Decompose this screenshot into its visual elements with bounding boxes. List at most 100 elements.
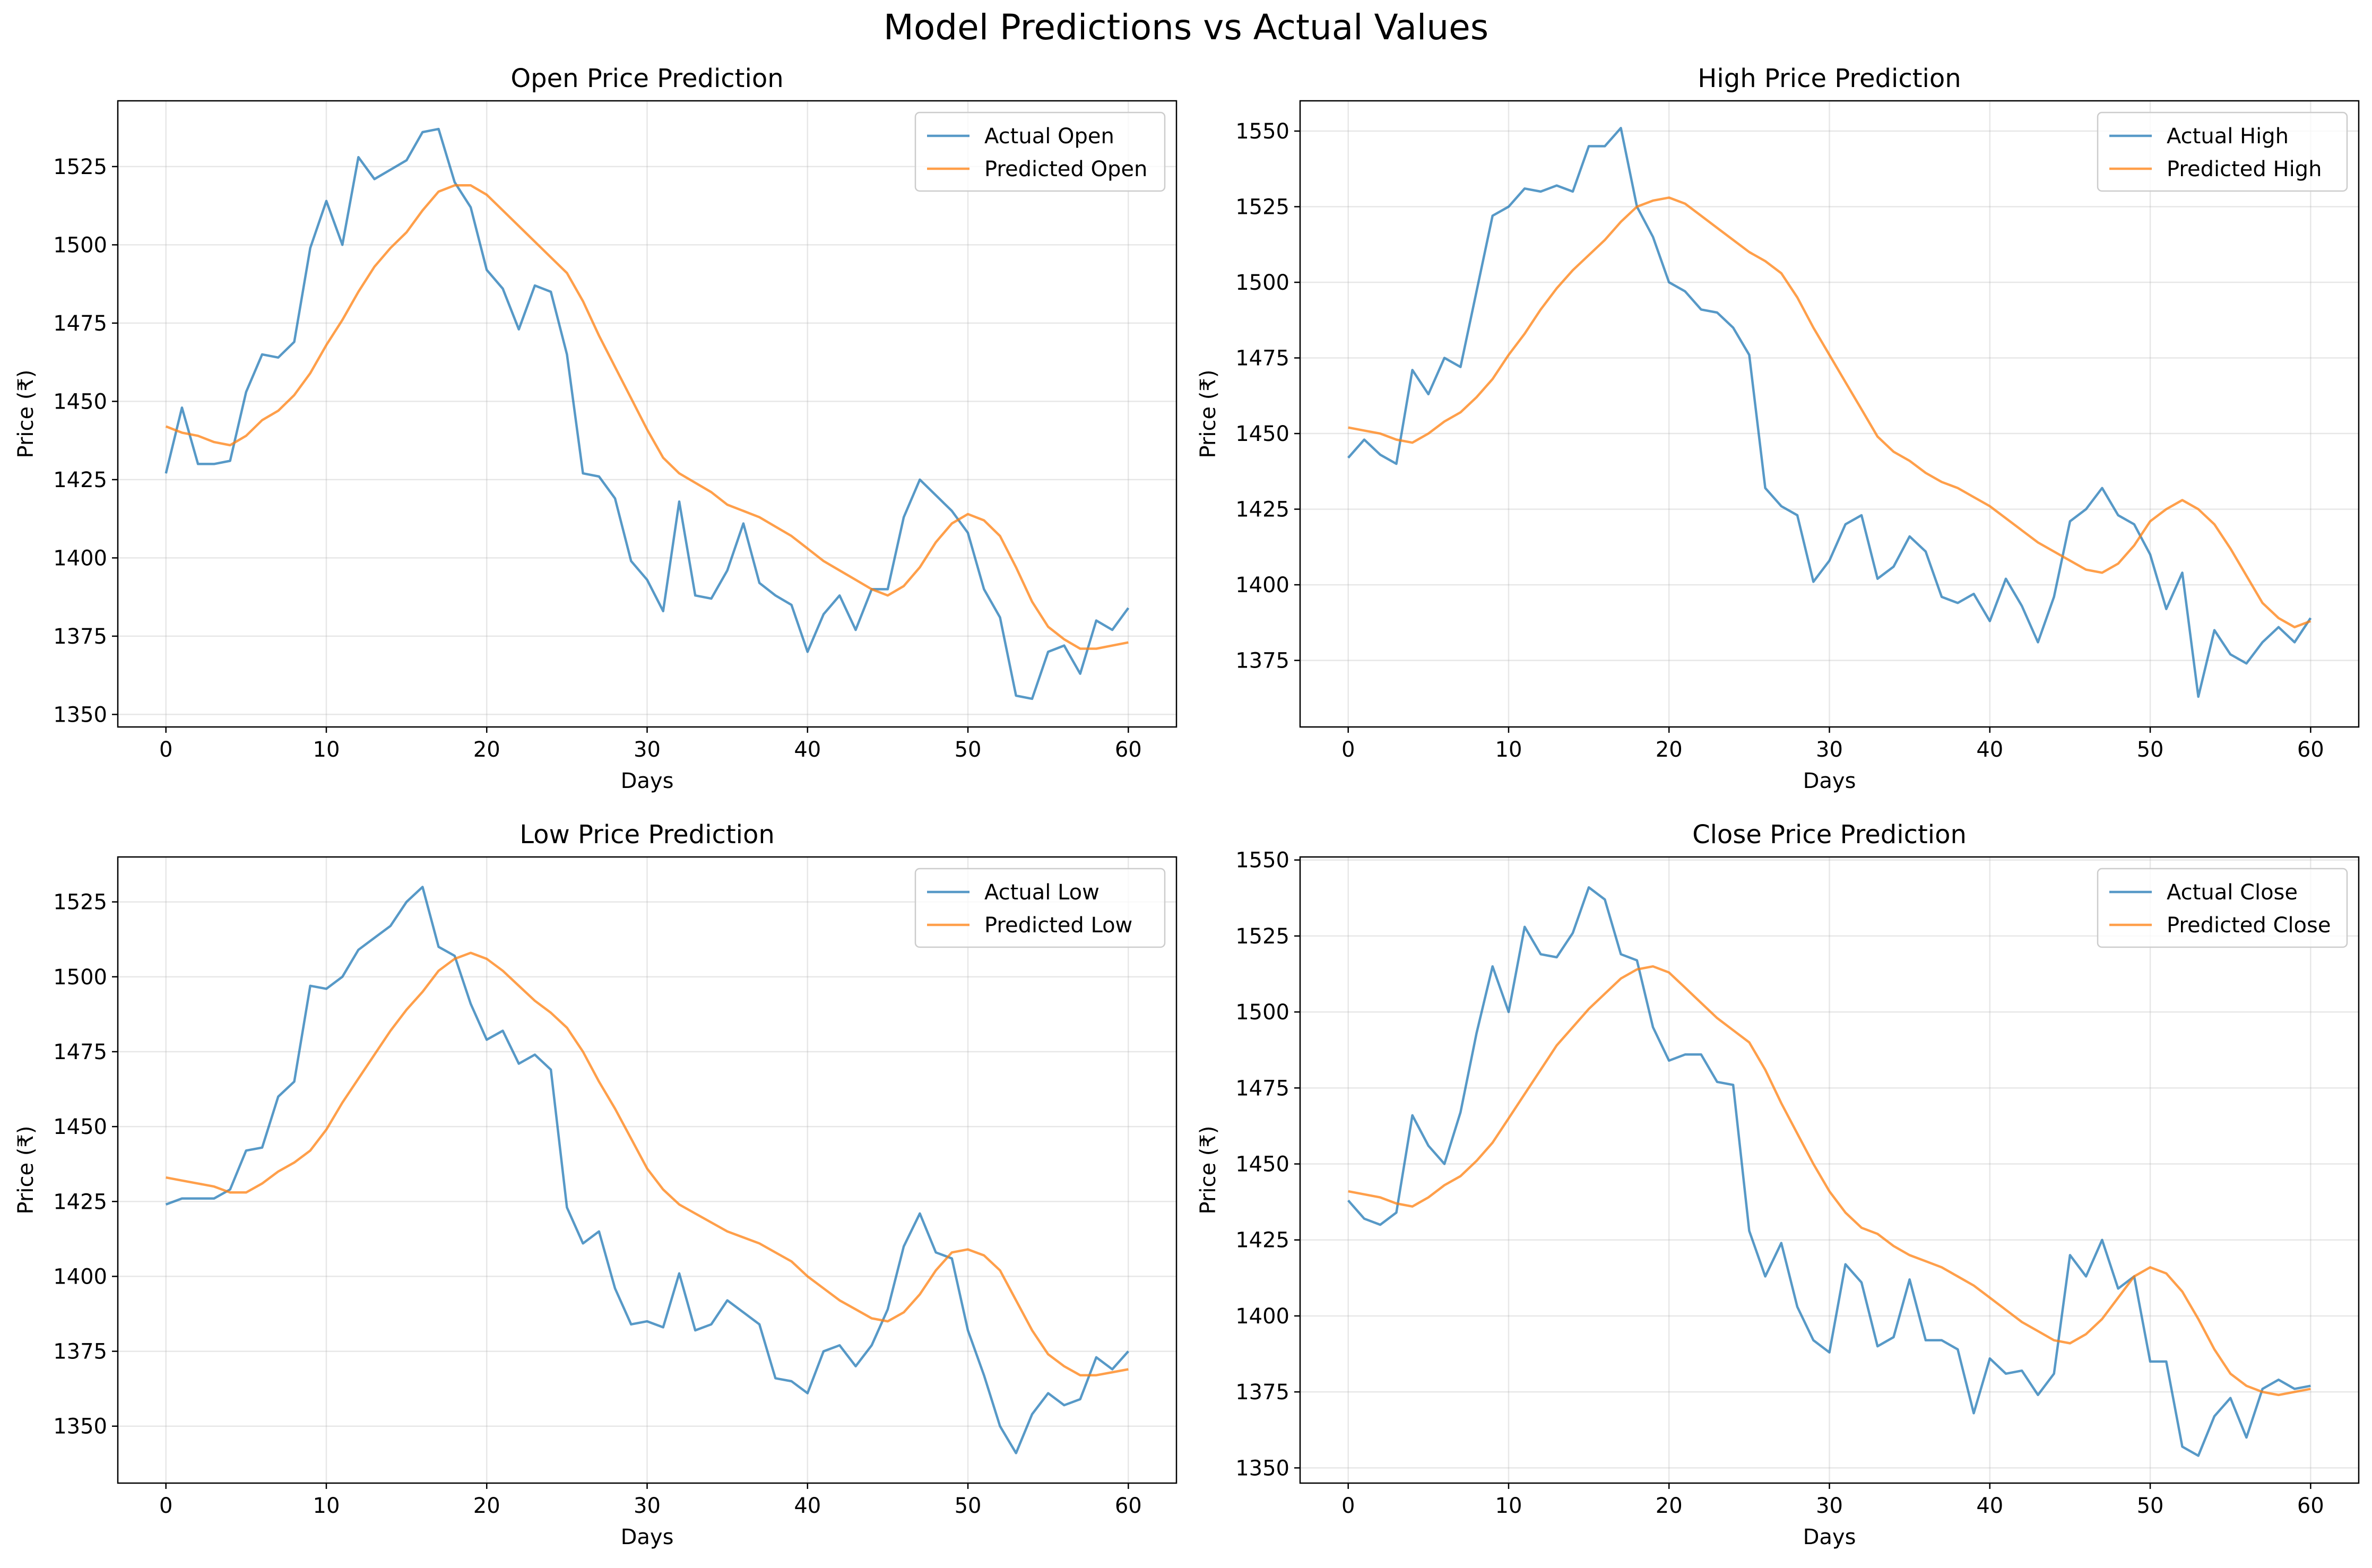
legend-label: Predicted Low <box>984 913 1132 938</box>
y-tick-label: 1350 <box>53 703 107 727</box>
chart-title: Close Price Prediction <box>1692 820 1967 850</box>
x-tick-label: 50 <box>2137 1494 2164 1518</box>
y-tick-label: 1400 <box>53 546 107 570</box>
y-tick-label: 1450 <box>53 1115 107 1139</box>
legend-label: Actual Close <box>2167 880 2298 905</box>
x-tick-label: 50 <box>955 1494 982 1518</box>
series-line-predicted-close <box>1348 965 2311 1397</box>
x-tick-label: 0 <box>1341 1494 1355 1518</box>
legend: Actual Open Predicted Open <box>914 111 1166 192</box>
x-tick-label: 40 <box>1976 738 2003 762</box>
chart-title: High Price Prediction <box>1698 64 1961 93</box>
x-tick-label: 60 <box>2297 738 2324 762</box>
y-tick-label: 1425 <box>1235 498 1289 522</box>
x-tick-label: 60 <box>2297 1494 2324 1518</box>
y-tick-label: 1500 <box>53 965 107 990</box>
figure-suptitle: Model Predictions vs Actual Values <box>884 7 1488 48</box>
x-tick-label: 20 <box>1656 1494 1683 1518</box>
y-tick-label: 1525 <box>53 155 107 179</box>
legend: Actual Low Predicted Low <box>914 868 1166 948</box>
legend-label: Actual Low <box>984 880 1100 905</box>
x-tick-label: 10 <box>1495 1494 1522 1518</box>
y-tick-label: 1375 <box>53 1340 107 1364</box>
series-line-predicted-high <box>1348 196 2312 629</box>
x-tick-label: 30 <box>634 738 661 762</box>
y-tick-label: 1425 <box>1235 1228 1289 1253</box>
chart-panel-2: 0 10 20 30 40 50 60 1375 1400 1425 1450 1475 1500 152… <box>1196 64 2360 793</box>
series-line-predicted-open <box>165 184 1129 650</box>
x-tick-label: 40 <box>794 1494 821 1518</box>
legend-label: Actual Open <box>984 124 1114 149</box>
grid-lines <box>1300 101 2359 727</box>
y-tick-label: 1550 <box>1235 848 1289 873</box>
x-tick-label: 30 <box>1816 738 1843 762</box>
x-tick-label: 40 <box>1976 1494 2003 1518</box>
x-tick-label: 20 <box>473 1494 500 1518</box>
y-axis-label: Price (₹) <box>1196 370 1220 458</box>
y-tick-label: 1350 <box>1235 1456 1289 1480</box>
y-tick-label: 1475 <box>53 1040 107 1064</box>
grid-lines <box>118 101 1176 727</box>
y-tick-label: 1475 <box>1235 1076 1289 1101</box>
legend-box <box>914 868 1166 948</box>
series-line-actual-open <box>165 127 1130 700</box>
y-tick-label: 1450 <box>1235 1153 1289 1177</box>
y-tick-label: 1450 <box>53 389 107 414</box>
legend: Actual Close Predicted Close <box>2097 868 2348 948</box>
x-tick-label: 0 <box>1341 738 1355 762</box>
y-tick-label: 1375 <box>1235 649 1289 673</box>
x-tick-label: 10 <box>313 1494 340 1518</box>
x-tick-label: 40 <box>794 738 821 762</box>
x-tick-label: 10 <box>313 738 340 762</box>
legend-label: Predicted High <box>2167 157 2322 181</box>
legend: Actual High Predicted High <box>2097 111 2348 192</box>
y-tick-label: 1400 <box>1235 1304 1289 1329</box>
y-tick-label: 1375 <box>53 625 107 649</box>
y-tick-label: 1425 <box>53 1190 107 1214</box>
y-tick-label: 1525 <box>53 890 107 915</box>
series-line-actual-close <box>1347 886 2311 1457</box>
x-tick-label: 30 <box>634 1494 661 1518</box>
chart-panel-1: 0 10 20 30 40 50 60 1350 1375 1400 1425 1450 1475 150… <box>14 64 1178 793</box>
y-tick-label: 1550 <box>1235 119 1289 144</box>
x-tick-label: 30 <box>1816 1494 1843 1518</box>
y-tick-label: 1400 <box>53 1264 107 1289</box>
y-tick-label: 1475 <box>1235 346 1289 371</box>
x-tick-label: 60 <box>1115 1494 1142 1518</box>
x-tick-label: 0 <box>159 1494 172 1518</box>
y-tick-label: 1500 <box>53 233 107 257</box>
legend-label: Predicted Close <box>2167 913 2331 938</box>
legend-box <box>2097 868 2348 948</box>
legend-box <box>2097 111 2348 192</box>
chart-panel-4: 0 10 20 30 40 50 60 1350 1375 1400 1425 1450 1475 150… <box>1196 820 2360 1549</box>
x-tick-label: 10 <box>1495 738 1522 762</box>
x-tick-label: 50 <box>955 738 982 762</box>
chart-title: Open Price Prediction <box>510 64 783 93</box>
y-tick-label: 1525 <box>1235 195 1289 220</box>
y-tick-label: 1450 <box>1235 422 1289 446</box>
chart-title: Low Price Prediction <box>520 820 775 850</box>
legend-label: Predicted Open <box>984 157 1147 181</box>
legend-box <box>914 111 1166 192</box>
x-tick-label: 20 <box>1656 738 1683 762</box>
x-tick-label: 0 <box>159 738 172 762</box>
y-axis-label: Price (₹) <box>14 1126 38 1215</box>
y-axis-label: Price (₹) <box>14 370 38 458</box>
y-tick-label: 1500 <box>1235 1000 1289 1025</box>
y-tick-label: 1375 <box>1235 1380 1289 1405</box>
series-line-actual-low <box>165 886 1129 1454</box>
x-tick-label: 20 <box>473 738 500 762</box>
y-tick-label: 1425 <box>53 468 107 492</box>
chart-panel-3: 0 10 20 30 40 50 60 1350 1375 1400 1425 1450 1475 150… <box>14 820 1178 1549</box>
series-line-predicted-low <box>166 951 1129 1376</box>
y-tick-label: 1400 <box>1235 573 1289 597</box>
legend-label: Actual High <box>2167 124 2289 149</box>
y-tick-label: 1350 <box>53 1415 107 1439</box>
x-axis-label: Days <box>1803 1525 1856 1549</box>
y-axis-label: Price (₹) <box>1196 1126 1220 1215</box>
x-axis-label: Days <box>621 1525 674 1549</box>
x-axis-label: Days <box>1803 769 1856 793</box>
x-tick-label: 50 <box>2137 738 2164 762</box>
